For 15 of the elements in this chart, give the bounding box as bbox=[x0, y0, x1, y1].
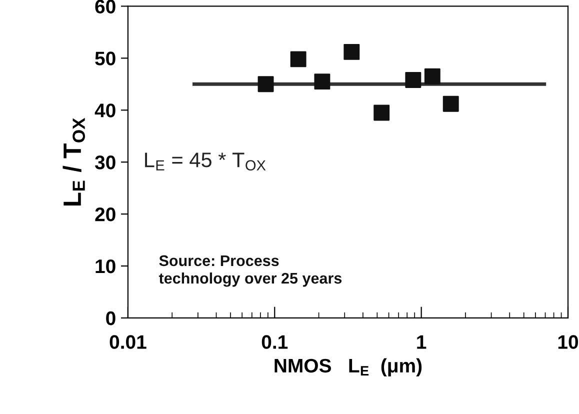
x-axis-title: NMOS L$_{E}$ (μm) bbox=[274, 358, 422, 376]
x-tick-label: 10 bbox=[558, 335, 578, 349]
x-tick-label: 0.1 bbox=[262, 335, 288, 349]
y-tick-label: 10 bbox=[96, 259, 116, 274]
y-tick-label: 50 bbox=[95, 52, 116, 66]
annotation: Source: Process technology over 25 years bbox=[158, 255, 342, 287]
y-tick-label: 60 bbox=[95, 0, 116, 14]
y-axis-title: L$_{E}$ / T$_{OX}$ bbox=[62, 118, 86, 206]
annotation: L$_{E}$ = 45 * T$_{OX}$ bbox=[145, 152, 266, 171]
y-tick-label: 40 bbox=[94, 104, 116, 118]
y-tick-label: 30 bbox=[94, 156, 116, 170]
y-tick-label: 20 bbox=[95, 208, 116, 222]
x-tick-label: 1 bbox=[417, 335, 426, 349]
y-tick-label: 0 bbox=[106, 311, 116, 326]
x-tick-label: 0.01 bbox=[110, 335, 146, 349]
